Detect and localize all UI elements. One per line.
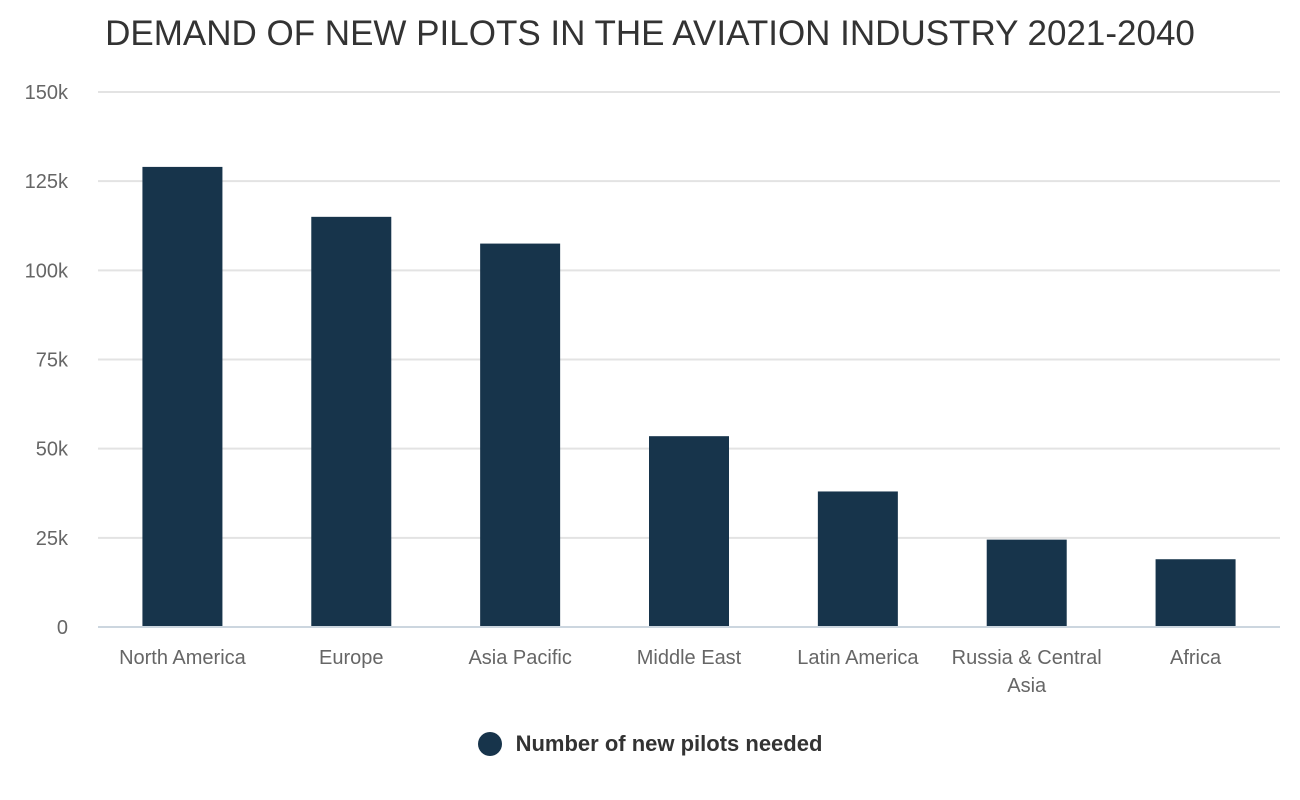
x-tick-label: Europe bbox=[319, 647, 384, 669]
x-tick-label: Africa bbox=[1170, 647, 1222, 669]
x-tick-label: Asia bbox=[1007, 675, 1047, 697]
y-tick-label: 50k bbox=[36, 439, 69, 461]
y-tick-label: 25k bbox=[36, 528, 69, 550]
bar bbox=[480, 243, 561, 628]
x-tick-label: Latin America bbox=[797, 647, 919, 669]
bar bbox=[142, 166, 223, 627]
x-tick-label: Asia Pacific bbox=[468, 647, 571, 669]
x-tick-label: Russia & Central bbox=[952, 647, 1102, 669]
x-tick-label: Middle East bbox=[637, 647, 742, 669]
y-tick-label: 100k bbox=[25, 260, 69, 282]
chart-title: DEMAND OF NEW PILOTS IN THE AVIATION IND… bbox=[105, 14, 1195, 53]
bar bbox=[1155, 559, 1236, 627]
bar bbox=[649, 436, 729, 627]
legend: Number of new pilots needed bbox=[0, 731, 1300, 757]
y-tick-label: 125k bbox=[25, 171, 69, 193]
x-tick-label: North America bbox=[119, 647, 247, 669]
bar bbox=[311, 216, 392, 628]
y-tick-label: 150k bbox=[25, 82, 69, 104]
y-tick-label: 0 bbox=[57, 617, 68, 639]
bar bbox=[817, 491, 898, 627]
y-tick-label: 75k bbox=[36, 350, 69, 372]
legend-swatch bbox=[477, 732, 502, 756]
bar bbox=[986, 539, 1067, 627]
legend-label: Number of new pilots needed bbox=[515, 731, 823, 756]
